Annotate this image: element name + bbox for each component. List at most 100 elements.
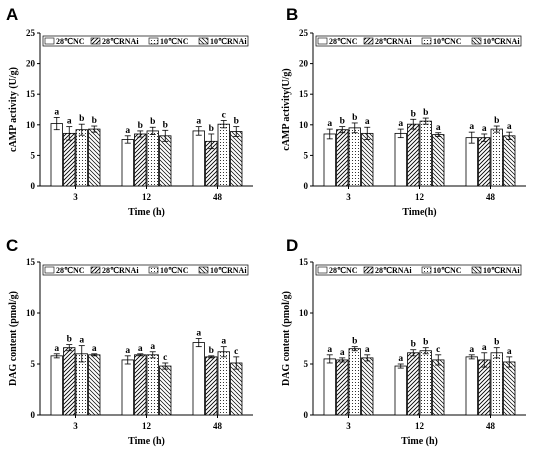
significance-label: a: [79, 336, 84, 346]
y-axis-title: cAMP activity (U/g): [8, 67, 19, 152]
significance-label: c: [436, 345, 440, 355]
y-axis-title: cAMP activity(U/g): [281, 68, 292, 150]
significance-label: a: [54, 107, 59, 117]
y-tick-label: 10: [26, 308, 36, 318]
x-tick-label: 3: [346, 192, 351, 202]
significance-label: a: [92, 344, 97, 354]
bar-b-48-s3: [490, 128, 503, 187]
significance-label: a: [482, 343, 487, 353]
bar-c-48-s4: [230, 362, 243, 416]
bar-c-3-s4: [88, 354, 101, 416]
bar-c-12-s1: [121, 359, 134, 416]
bar-a-12-s1: [121, 139, 134, 187]
legend: 28℃NC 28℃RNAi 10℃NC 10℃RNAi: [315, 264, 522, 276]
bar-d-48-s4: [503, 361, 516, 416]
y-tick-label: 0: [304, 181, 309, 191]
significance-label: a: [221, 337, 226, 347]
bar-a-48-s3: [217, 123, 230, 187]
y-tick-label: 20: [26, 59, 36, 69]
legend-swatch: [471, 37, 482, 45]
legend: 28℃NC 28℃RNAi 10℃NC 10℃RNAi: [42, 35, 249, 47]
y-tick-label: 10: [26, 120, 36, 130]
significance-label: b: [209, 124, 214, 134]
significance-label: b: [67, 335, 72, 345]
y-tick-label: 15: [299, 89, 309, 99]
legend-swatch: [421, 37, 432, 45]
bar-a-3-s4: [88, 128, 101, 187]
legend-swatch: [198, 266, 209, 274]
legend-box: [315, 35, 522, 47]
significance-label: a: [469, 122, 474, 132]
legend-swatch: [363, 266, 374, 274]
significance-label: b: [494, 338, 499, 348]
bar-b-12-s1: [394, 132, 407, 187]
significance-label: b: [423, 108, 428, 118]
legend-swatch: [148, 266, 159, 274]
legend-label: 28℃RNAi: [102, 266, 139, 275]
bar-a-3-s3: [75, 129, 88, 187]
legend-label: 10℃NC: [160, 37, 189, 46]
y-tick-label: 5: [31, 359, 36, 369]
bar-c-3-s1: [50, 355, 63, 416]
significance-label: b: [79, 114, 84, 124]
significance-label: c: [234, 347, 238, 357]
legend-box: [42, 264, 249, 276]
significance-label: a: [340, 348, 345, 358]
bar-b-12-s2: [407, 123, 420, 187]
panel-letter: D: [286, 236, 298, 255]
y-tick-label: 15: [26, 257, 36, 267]
bar-d-3-s3: [348, 348, 361, 416]
bar-b-3-s2: [336, 129, 349, 187]
legend-swatch: [198, 37, 209, 45]
bar-a-3-s2: [63, 132, 76, 187]
significance-label: c: [163, 353, 167, 363]
bar-d-48-s2: [478, 359, 491, 416]
legend-swatch: [363, 37, 374, 45]
significance-label: a: [327, 345, 332, 355]
bar-b-48-s2: [478, 137, 491, 187]
significance-label: b: [352, 337, 357, 347]
significance-label: c: [222, 111, 226, 121]
y-tick-label: 0: [304, 410, 309, 420]
bar-b-48-s1: [465, 137, 478, 187]
x-tick-label: 48: [486, 421, 496, 431]
legend: 28℃NC 28℃RNAi 10℃NC 10℃RNAi: [42, 264, 249, 276]
legend-swatch: [471, 266, 482, 274]
bar-c-12-s3: [146, 354, 159, 416]
panel-letter: A: [6, 5, 18, 24]
significance-label: a: [67, 117, 72, 127]
legend-label: 28℃NC: [56, 266, 85, 275]
x-axis-title: Time (h): [401, 436, 438, 447]
legend-label: 28℃RNAi: [102, 37, 139, 46]
bar-d-48-s1: [465, 356, 478, 416]
legend-label: 28℃NC: [329, 37, 358, 46]
significance-label: a: [436, 123, 441, 133]
x-tick-label: 3: [73, 421, 78, 431]
bar-d-3-s4: [361, 357, 374, 416]
bar-a-12-s4: [159, 135, 172, 187]
significance-label: b: [411, 109, 416, 119]
legend-swatch: [317, 266, 328, 274]
x-axis-title: Time(h): [402, 207, 436, 218]
bar-a-3-s1: [50, 123, 63, 187]
bar-a-48-s1: [192, 130, 205, 187]
legend-swatch: [44, 37, 55, 45]
bar-c-48-s2: [205, 356, 218, 416]
bar-d-12-s4: [432, 359, 445, 416]
x-tick-label: 12: [142, 192, 152, 202]
significance-label: b: [163, 120, 168, 130]
significance-label: a: [469, 345, 474, 355]
legend-box: [315, 264, 522, 276]
significance-label: a: [398, 354, 403, 364]
significance-label: a: [138, 344, 143, 354]
bar-d-3-s1: [323, 358, 336, 416]
x-tick-label: 12: [415, 421, 425, 431]
legend-box: [42, 35, 249, 47]
x-tick-label: 48: [213, 192, 223, 202]
y-tick-label: 0: [31, 410, 36, 420]
x-tick-label: 3: [346, 421, 351, 431]
y-tick-label: 10: [299, 120, 309, 130]
bar-c-48-s1: [192, 342, 205, 416]
significance-label: a: [125, 346, 130, 356]
x-axis-title: Time (h): [128, 436, 165, 447]
